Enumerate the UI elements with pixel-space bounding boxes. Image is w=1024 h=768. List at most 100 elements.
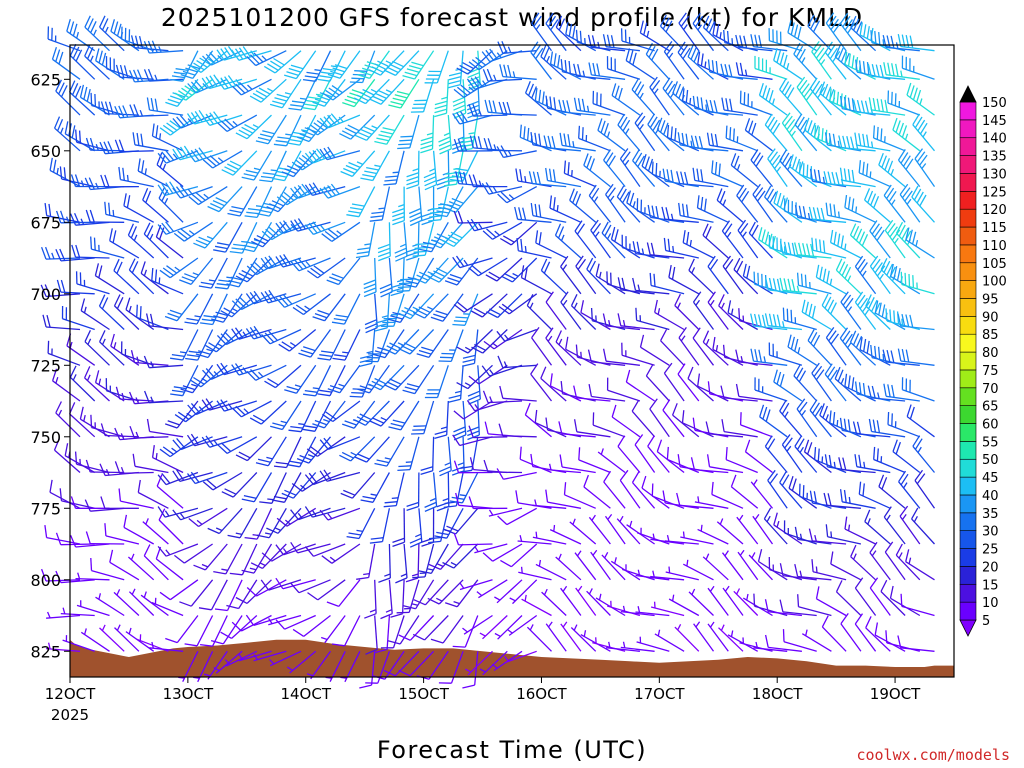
x-axis-year: 2025 [51, 706, 89, 724]
barb-feather [883, 62, 887, 75]
barb-feather [779, 599, 784, 613]
barb-half-feather [657, 308, 661, 315]
colorbar-segment [959, 298, 977, 317]
barb-feather [179, 114, 189, 126]
barb-feather [839, 12, 849, 24]
barb-feather [104, 174, 110, 188]
barb-staff [310, 329, 332, 358]
barb-feather [656, 117, 663, 130]
barb-feather [549, 96, 553, 110]
barb-staff [518, 571, 552, 581]
wind-barb [697, 373, 729, 402]
barb-feather [334, 64, 348, 70]
wind-barb [718, 294, 744, 330]
colorbar-segment [959, 583, 977, 603]
wind-barb [524, 81, 552, 116]
barb-feather [439, 148, 452, 155]
barb-half-feather [736, 588, 741, 595]
barb-staff [510, 543, 538, 568]
wind-barb [250, 543, 287, 569]
wind-barb [739, 412, 773, 438]
wind-barb [453, 293, 493, 313]
x-tick-label: 19OCT [870, 685, 921, 703]
barb-feather [357, 388, 370, 394]
wind-barb [754, 55, 788, 80]
barb-feather [332, 67, 345, 73]
barb-feather [235, 454, 248, 462]
barb-feather [901, 348, 906, 362]
barb-feather [470, 218, 479, 231]
barb-feather [811, 559, 814, 572]
barb-feather [130, 350, 136, 363]
barb-staff [901, 283, 935, 295]
barb-staff [62, 318, 95, 331]
barb-staff [722, 265, 744, 295]
barb-feather [122, 105, 129, 118]
barb-feather [170, 78, 183, 82]
barb-staff [125, 309, 155, 331]
wind-barb [411, 400, 435, 435]
barb-feather [369, 540, 383, 544]
barb-half-feather [474, 546, 479, 553]
barb-feather [674, 128, 677, 141]
barb-feather [379, 287, 393, 294]
barb-half-feather [285, 133, 292, 136]
barb-feather [257, 136, 271, 142]
wind-barb [151, 123, 184, 152]
barb-feather [781, 152, 790, 165]
wind-barb [671, 403, 700, 438]
barb-staff [574, 552, 597, 581]
barb-half-feather [323, 418, 330, 423]
barb-staff [331, 543, 361, 564]
wind-barb [452, 293, 479, 326]
barb-feather [681, 88, 685, 101]
barb-feather [44, 203, 48, 216]
x-tick-label: 12OCT [45, 685, 96, 703]
wind-barb [781, 112, 803, 152]
barb-feather [434, 104, 448, 110]
barb-feather [767, 469, 776, 481]
barb-feather [55, 210, 62, 224]
barb-feather [879, 64, 884, 78]
barb-feather [784, 115, 793, 127]
barb-feather [867, 63, 872, 77]
barb-feather [488, 100, 493, 113]
wind-barb [438, 329, 464, 363]
wind-barb [412, 222, 435, 257]
barb-half-feather [286, 666, 294, 671]
wind-barb [207, 186, 243, 213]
barb-half-feather [79, 458, 82, 466]
wind-barb [66, 333, 96, 366]
barb-staff [339, 364, 361, 394]
barb-staff [844, 528, 876, 545]
wind-barb [735, 349, 773, 366]
barb-feather [875, 64, 880, 78]
barb-feather [735, 62, 740, 75]
barb-feather [549, 373, 553, 386]
barb-staff [496, 257, 523, 282]
barb-half-feather [576, 550, 582, 557]
barb-feather [576, 223, 586, 235]
barb-feather [475, 56, 486, 66]
barb-feather [560, 59, 564, 72]
barb-feather [874, 300, 879, 314]
barb-feather [276, 196, 288, 206]
barb-half-feather [719, 518, 724, 525]
barb-staff [113, 270, 140, 295]
barb-feather [467, 76, 480, 83]
colorbar-segment [959, 387, 977, 406]
wind-barb [468, 496, 508, 510]
wind-barb [905, 227, 935, 259]
barb-feather [216, 283, 230, 286]
barb-feather [858, 133, 862, 146]
barb-half-feather [238, 654, 244, 661]
barb-feather [344, 420, 357, 426]
barb-staff [149, 400, 184, 404]
barb-staff [631, 89, 656, 116]
barb-feather [783, 54, 788, 68]
barb-staff [164, 507, 199, 518]
barb-feather [245, 293, 255, 305]
wind-barb [905, 549, 935, 581]
barb-staff [158, 519, 184, 545]
barb-staff [459, 50, 464, 85]
